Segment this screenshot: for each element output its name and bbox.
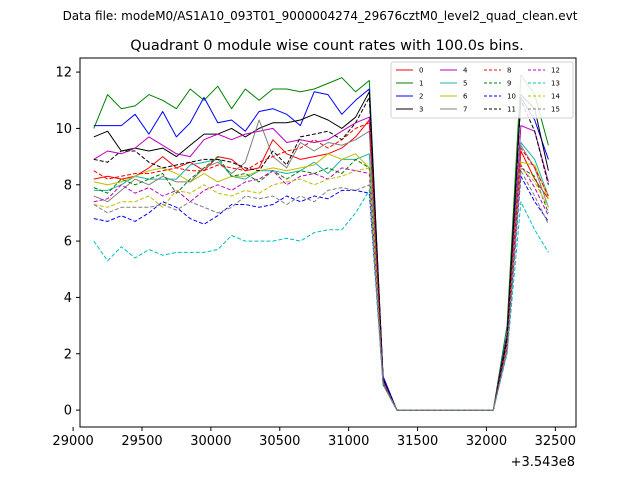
legend-label-4: 4 [463, 67, 468, 75]
legend-label-2: 2 [419, 93, 423, 101]
x-tick-label: 32000 [466, 434, 507, 449]
series-line-7 [93, 119, 549, 411]
series-line-6 [93, 153, 549, 411]
chart-suptitle: Data file: modeM0/AS1A10_093T01_90000042… [63, 9, 578, 23]
ticks-layer: 29000 29500 30000 30500 31000 31500 32000 32500… [52, 66, 576, 449]
legend-label-6: 6 [463, 93, 468, 101]
x-offset-label: +3.543e8 [511, 455, 575, 470]
y-tick-label: 4 [64, 291, 72, 306]
y-tick-label: 2 [64, 347, 72, 362]
legend-label-12: 12 [551, 67, 560, 75]
series-line-14 [93, 167, 549, 411]
series-layer [93, 74, 549, 411]
legend-label-7: 7 [463, 106, 467, 114]
series-line-0 [93, 119, 549, 411]
series-line-8 [93, 122, 549, 411]
legend-label-8: 8 [507, 67, 511, 75]
x-tick-label: 30000 [190, 434, 231, 449]
series-line-1 [93, 74, 549, 411]
chart-title: Quadrant 0 module wise count rates with … [130, 38, 524, 54]
series-line-9 [93, 156, 549, 411]
legend-label-9: 9 [507, 80, 511, 88]
series-line-12 [93, 164, 549, 411]
series-line-2 [93, 88, 549, 411]
legend-label-15: 15 [551, 106, 560, 114]
series-line-10 [93, 175, 549, 411]
legend-box [390, 61, 574, 119]
x-tick-label: 30500 [259, 434, 300, 449]
series-line-3 [93, 91, 549, 411]
series-line-4 [93, 116, 549, 411]
x-tick-label: 29500 [121, 434, 162, 449]
legend-label-11: 11 [507, 106, 516, 114]
x-tick-label: 31000 [328, 434, 369, 449]
legend-label-3: 3 [419, 106, 423, 114]
series-line-15 [93, 170, 549, 411]
y-tick-label: 8 [64, 178, 72, 193]
legend-label-10: 10 [507, 93, 516, 101]
x-tick-label: 29000 [52, 434, 93, 449]
legend-label-5: 5 [463, 80, 467, 88]
x-tick-label: 31500 [397, 434, 438, 449]
y-tick-label: 0 [64, 404, 72, 419]
axes-frame [79, 57, 577, 428]
series-line-13 [93, 189, 549, 411]
y-tick-label: 10 [55, 122, 72, 137]
legend-label-1: 1 [419, 80, 423, 88]
legend-label-13: 13 [551, 80, 560, 88]
legend-label-14: 14 [551, 93, 560, 101]
y-tick-label: 6 [64, 235, 72, 250]
series-line-5 [93, 142, 549, 411]
x-tick-label: 32500 [535, 434, 576, 449]
legend-label-0: 0 [419, 67, 423, 75]
y-tick-label: 12 [55, 66, 72, 81]
